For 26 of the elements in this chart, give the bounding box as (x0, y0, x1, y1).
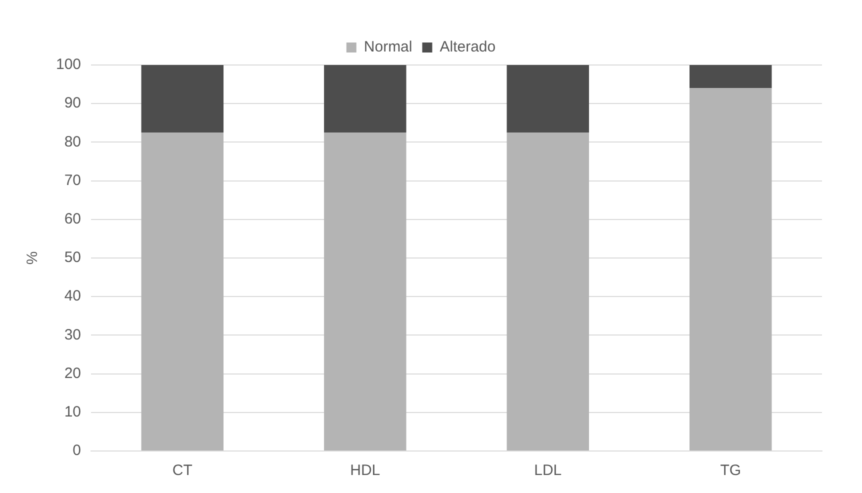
bar (324, 132, 406, 450)
bar (141, 132, 224, 450)
y-tick-label: 10 (64, 404, 82, 421)
y-tick-label: 20 (64, 364, 82, 382)
legend-label: Normal (364, 38, 412, 56)
y-tick-label: 80 (64, 133, 82, 150)
x-tick-label: LDL (534, 462, 562, 480)
y-axis-title: % (24, 251, 42, 265)
bar (506, 65, 590, 133)
y-tick-label: 30 (64, 326, 82, 344)
y-tick-label: 70 (64, 172, 82, 189)
bar (690, 88, 772, 450)
y-tick-label: 40 (64, 288, 82, 305)
x-tick-label: HDL (350, 462, 380, 480)
bar (690, 65, 772, 88)
y-tick-label: 90 (64, 94, 82, 112)
y-tick-label: 60 (64, 210, 82, 228)
legend-label: Alterado (440, 38, 496, 56)
y-tick-label: 100 (56, 56, 82, 74)
y-tick-label: 50 (64, 249, 82, 266)
bar (324, 65, 406, 133)
x-tick-label: CT (172, 462, 192, 480)
bar (506, 132, 590, 450)
y-tick-label: 0 (72, 442, 82, 460)
bar (141, 65, 224, 133)
x-tick-label: TG (720, 462, 742, 480)
